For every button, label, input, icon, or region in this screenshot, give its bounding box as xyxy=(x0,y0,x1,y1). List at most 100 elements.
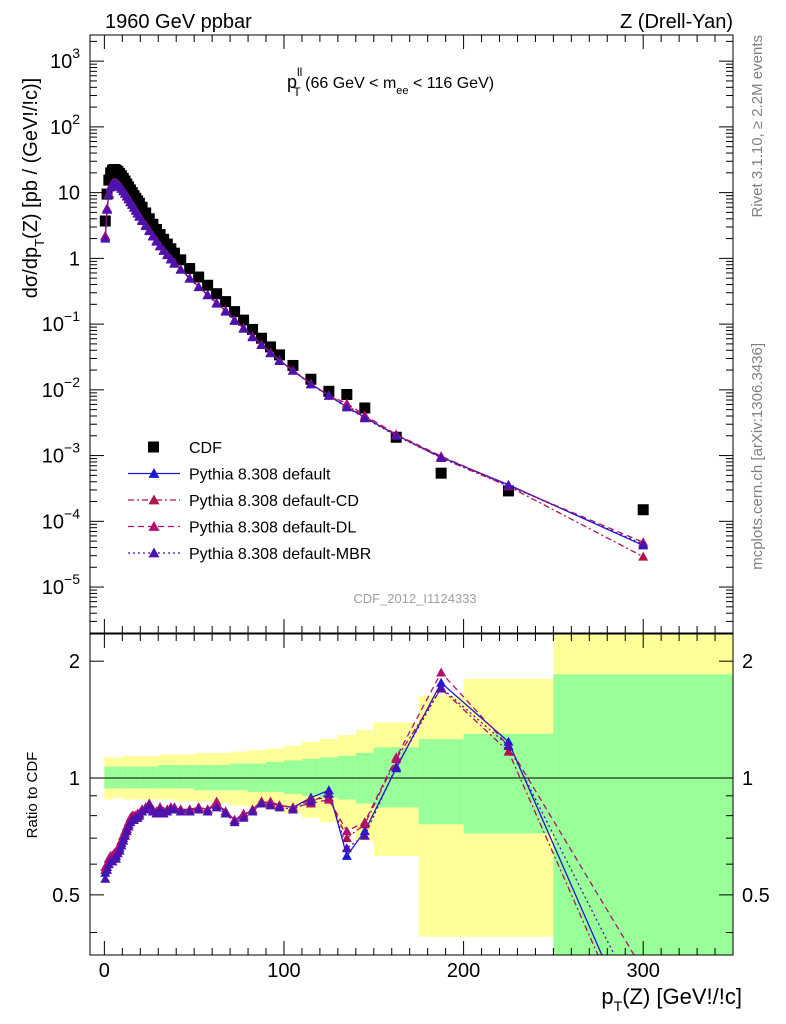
mc-point xyxy=(103,189,114,199)
cdf-point xyxy=(256,332,268,344)
mc-point xyxy=(229,315,240,325)
mc-point xyxy=(102,204,113,214)
cdf-point xyxy=(202,279,214,291)
ratio-point xyxy=(211,802,222,812)
ratio-point xyxy=(323,788,334,798)
main-ytick-label-exp: −4 xyxy=(64,505,80,521)
main-ylabel: dσ/dpT(Z) [pb / (GeV!/!c)] xyxy=(20,78,47,298)
mc-point xyxy=(144,226,155,236)
ratio-xtick-label: 100 xyxy=(267,960,300,982)
legend-item: Pythia 8.308 default-DL xyxy=(128,520,356,537)
pt-annotation-rest2: < 116 GeV) xyxy=(409,75,495,92)
ratio-point xyxy=(118,835,129,845)
cdf-point xyxy=(211,288,223,300)
cdf-point xyxy=(140,207,152,219)
cdf-point xyxy=(637,504,649,516)
mc-point xyxy=(265,348,276,358)
main-ytick-label-exp: −3 xyxy=(64,440,80,456)
legend-label: Pythia 8.308 default-DL xyxy=(189,520,356,537)
ratio-ylabel: Ratio to CDF xyxy=(24,752,41,839)
main-ytick-label-exp: 2 xyxy=(72,111,80,127)
ratio-xtick-label: 200 xyxy=(447,960,480,982)
mc-point xyxy=(137,216,148,226)
ratio-point xyxy=(111,853,122,863)
main-ytick-label: 10−5 xyxy=(42,571,80,599)
ratio-ytick-label-left: 2 xyxy=(69,651,80,673)
cdf-point xyxy=(175,254,187,266)
ratio-ytick-label-left: 0.5 xyxy=(52,885,80,907)
ratio-ytick-label-right: 0.5 xyxy=(742,885,770,907)
main-ytick-label-exp: −5 xyxy=(64,571,80,587)
uncertainty-band-inner xyxy=(553,674,733,955)
cdf-point xyxy=(341,388,353,400)
mc-point xyxy=(151,236,162,246)
mc-point xyxy=(169,258,180,268)
main-ytick-label-exp: −1 xyxy=(64,308,80,324)
mc-point xyxy=(140,221,151,231)
main-ytick-label-base: 10 xyxy=(58,183,80,205)
mc-point xyxy=(287,365,298,375)
ratio-point xyxy=(503,746,514,756)
legend-marker-triangle xyxy=(148,547,160,558)
main-ytick-label-base: 1 xyxy=(69,248,80,270)
ratio-xtick-label: 0 xyxy=(99,960,110,982)
uncertainty-band-inner xyxy=(230,763,249,791)
mc-point xyxy=(638,539,649,549)
mc-point xyxy=(256,340,267,350)
cdf-point xyxy=(99,215,111,227)
ratio-point xyxy=(359,830,370,840)
ratio-point xyxy=(202,806,213,816)
mc-point xyxy=(436,452,447,462)
ratio-point xyxy=(436,667,447,677)
ratio-point xyxy=(341,833,352,843)
main-ytick-label: 102 xyxy=(50,111,80,139)
main-ylabel-sub: T xyxy=(32,239,47,247)
ratio-xlabel: pT(Z) [GeV!/!c] xyxy=(601,984,742,1014)
mc-point xyxy=(305,379,316,389)
legend-label: CDF xyxy=(189,440,222,457)
ratio-point xyxy=(220,808,231,818)
main-ytick-label-base: 10 xyxy=(50,117,72,139)
ratio-xlabel-sub: T xyxy=(614,998,623,1014)
ratio-point xyxy=(102,864,113,874)
pt-annotation-main: p xyxy=(287,72,297,92)
uncertainty-band-inner xyxy=(301,758,320,796)
ratio-point xyxy=(341,826,352,836)
uncertainty-band-inner xyxy=(158,765,177,789)
cdf-point xyxy=(184,263,196,275)
ratio-point xyxy=(274,802,285,812)
legend: CDF Pythia 8.308 default Pythia 8.308 defa… xyxy=(128,440,371,563)
mc-point xyxy=(202,290,213,300)
cdf-point xyxy=(265,341,277,353)
ratio-point xyxy=(359,826,370,836)
ratio-point xyxy=(341,843,352,853)
main-ytick-label: 10−1 xyxy=(42,308,80,336)
mc-point xyxy=(247,332,258,342)
mc-point xyxy=(341,402,352,412)
main-ytick-label-exp: −2 xyxy=(64,374,80,390)
cdf-point xyxy=(168,247,180,259)
ratio-xtick-labels: 0 100 200 300 xyxy=(99,960,660,982)
mc-point xyxy=(220,306,231,316)
legend-marker-triangle xyxy=(148,521,160,531)
ratio-point xyxy=(120,830,131,840)
ratio-ytick-label-right: 2 xyxy=(742,651,753,673)
ratio-point xyxy=(436,677,447,687)
cdf-point xyxy=(220,296,232,308)
ratio-axes xyxy=(89,633,734,956)
header-right: Z (Drell-Yan) xyxy=(620,11,733,33)
main-ytick-label: 10 xyxy=(58,183,80,205)
cdf-point xyxy=(502,485,514,497)
uncertainty-band-inner xyxy=(266,761,284,793)
main-ytick-label-base: 10 xyxy=(42,446,64,468)
ratio-point xyxy=(121,826,132,836)
pt-annotation-sub2: ee xyxy=(396,85,408,97)
ratio-point xyxy=(116,840,127,850)
ratio-point xyxy=(175,806,186,816)
legend-marker-triangle xyxy=(148,468,160,478)
ratio-point xyxy=(391,761,402,771)
main-ytick-label: 10−2 xyxy=(42,374,80,402)
mc-point xyxy=(274,355,285,365)
